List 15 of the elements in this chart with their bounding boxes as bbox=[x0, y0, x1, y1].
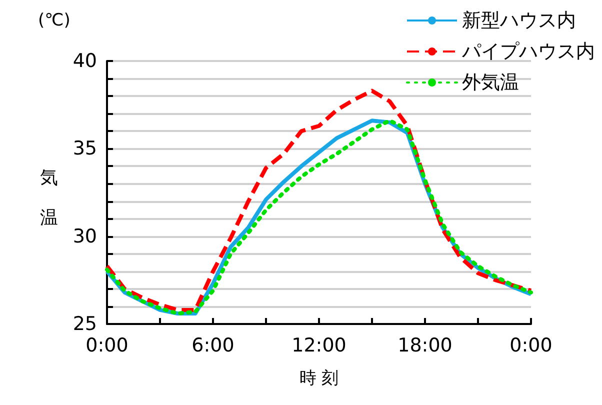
x-tick-label: 12:00 bbox=[292, 334, 346, 356]
x-axis-title: 時 刻 bbox=[299, 368, 339, 388]
y-tick-label: 30 bbox=[72, 225, 97, 248]
y-tick-label: 35 bbox=[72, 138, 97, 160]
x-tick-label: 6:00 bbox=[192, 334, 234, 356]
x-tick-label: 0:00 bbox=[86, 334, 128, 356]
x-tick-label: 18:00 bbox=[398, 334, 452, 356]
text: (℃) bbox=[38, 10, 70, 30]
y-tick-label: 25 bbox=[72, 313, 97, 335]
x-tick-label: 0:00 bbox=[510, 334, 552, 356]
y-axis-title: 気温 bbox=[40, 168, 58, 228]
legend-label: 外気温 bbox=[462, 72, 519, 94]
y-tick-label: 40 bbox=[72, 50, 97, 72]
legend-label: パイプハウス内 bbox=[461, 40, 595, 62]
legend-label: 新型ハウス内 bbox=[462, 10, 576, 32]
